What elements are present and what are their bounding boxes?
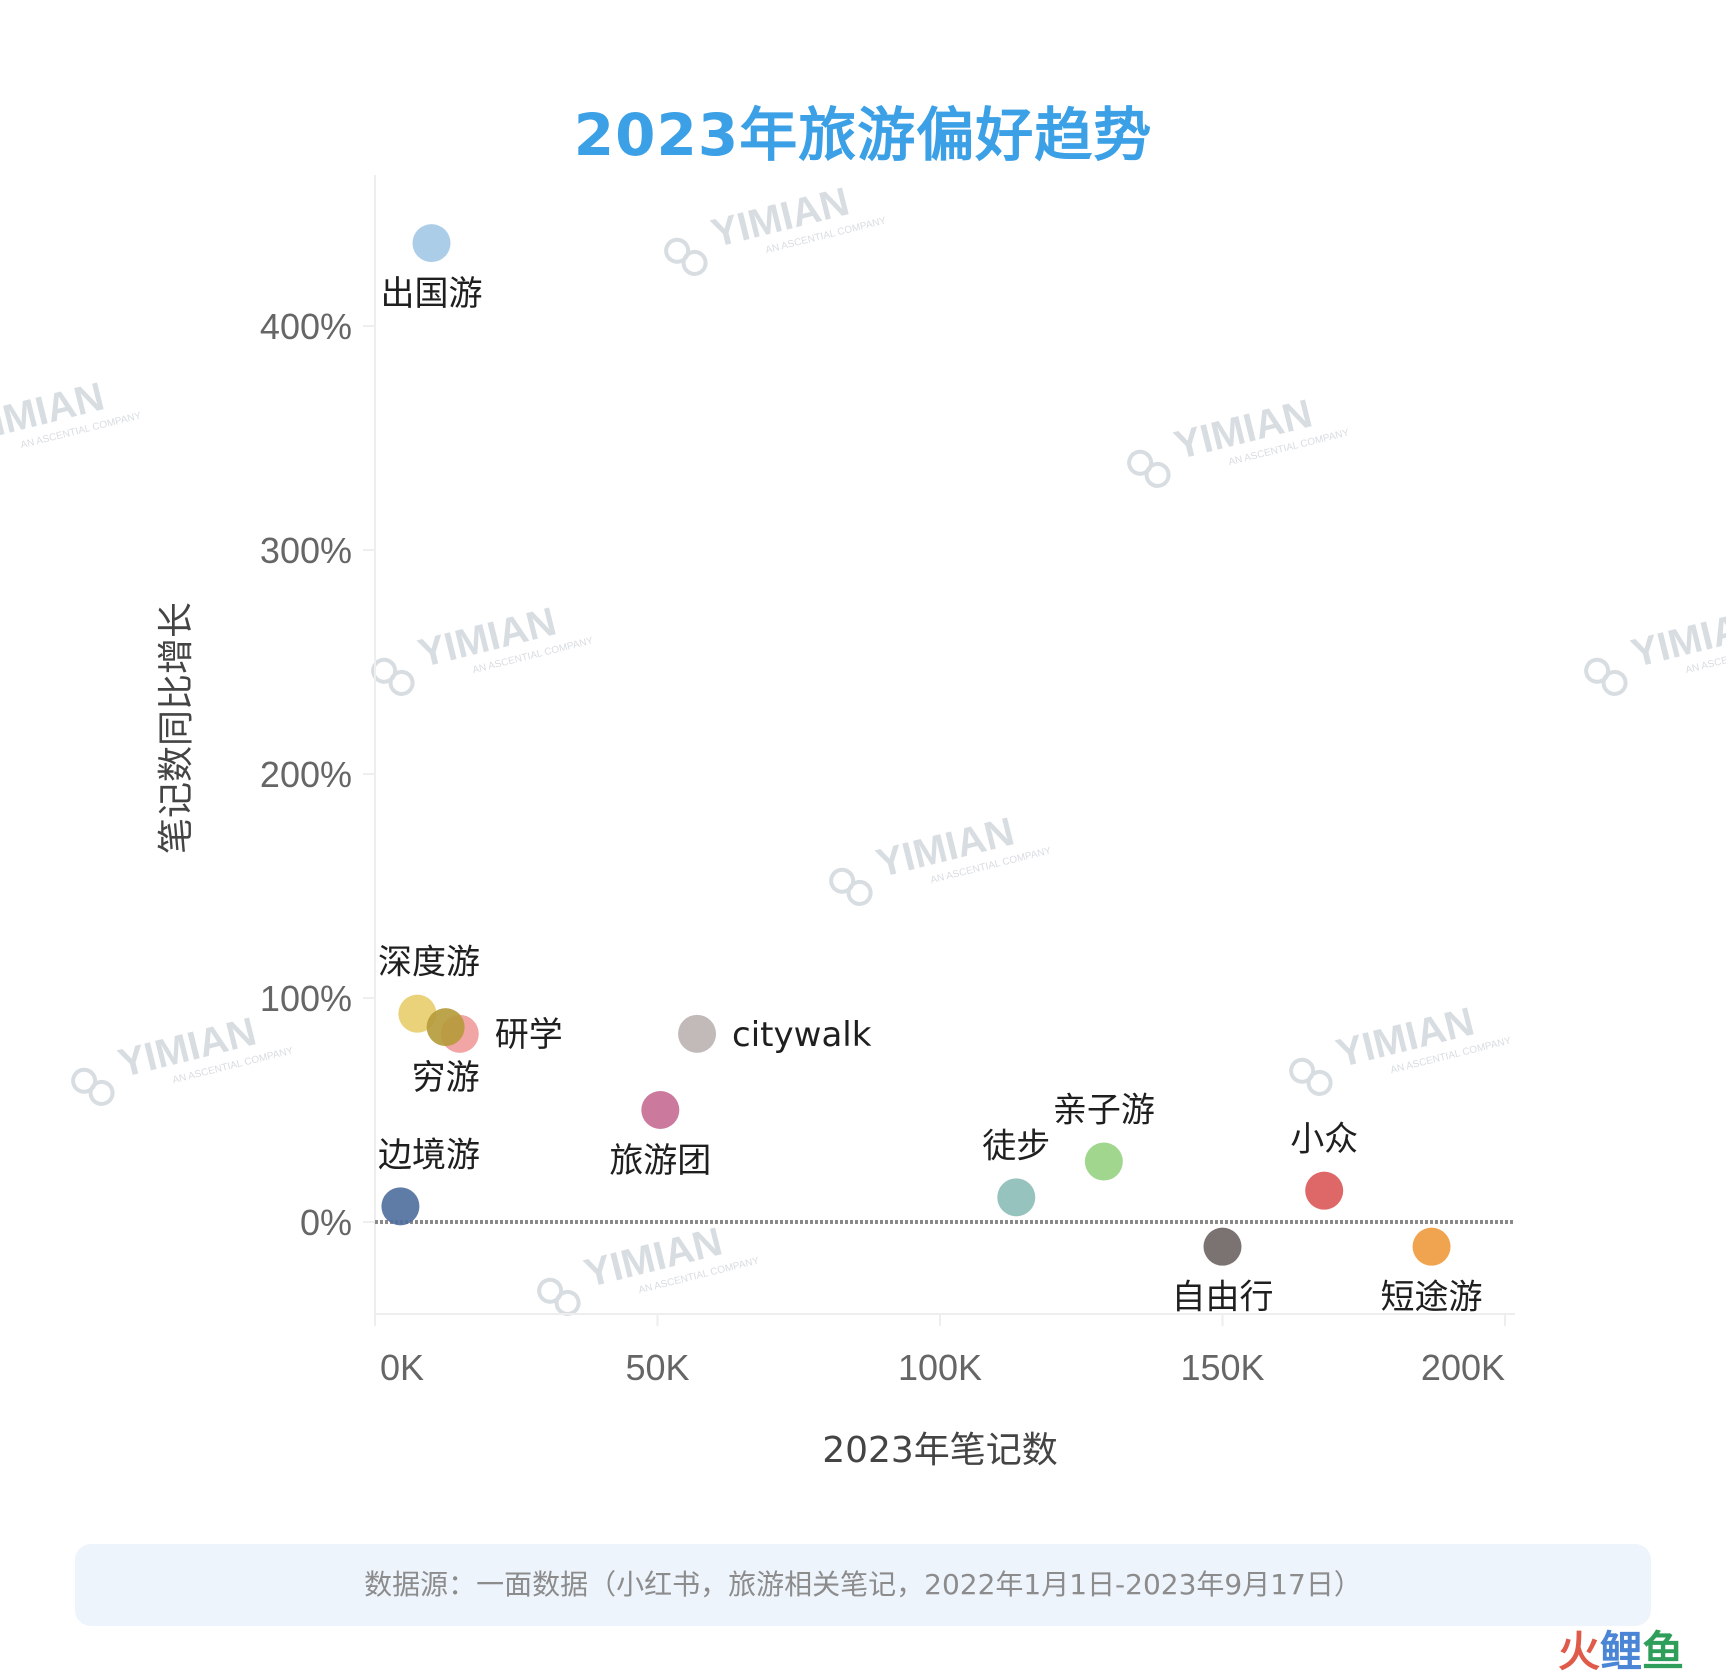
y-axis-title: 笔记数同比增长 — [156, 602, 197, 854]
brand-logo: 火鲤鱼 — [1558, 1618, 1684, 1679]
brand-part-2: 鲤 — [1600, 1627, 1643, 1676]
point-label: 亲子游 — [1053, 1091, 1155, 1131]
source-note: 数据源：一面数据（小红书，旅游相关笔记，2022年1月1日-2023年9月17日… — [75, 1544, 1651, 1626]
point-label: 旅游团 — [609, 1141, 711, 1181]
x-tick-layer: 0K 50K 100K 150K 200K — [374, 1314, 1506, 1388]
y-tick-label: 100% — [260, 978, 352, 1019]
scatter-point — [426, 1008, 465, 1047]
chart-title: 2023年旅游偏好趋势 — [573, 101, 1153, 169]
brand-part-3: 鱼 — [1642, 1627, 1685, 1676]
x-axis-title: 2023年笔记数 — [822, 1430, 1058, 1471]
scatter-point — [412, 224, 451, 263]
x-tick-label: 100K — [898, 1347, 982, 1388]
x-tick-label: 50K — [625, 1347, 689, 1388]
scatter-point — [1412, 1227, 1451, 1266]
y-tick-label: 200% — [260, 754, 352, 795]
scatter-point — [1203, 1227, 1242, 1266]
brand-part-1: 火 — [1558, 1627, 1601, 1676]
point-label: 短途游 — [1381, 1278, 1483, 1318]
scatter-point — [997, 1178, 1036, 1217]
x-tick-label: 150K — [1180, 1347, 1264, 1388]
scatter-point — [398, 994, 437, 1033]
point-layer — [381, 224, 1451, 1266]
scatter-point — [1084, 1142, 1123, 1181]
scatter-point — [641, 1091, 680, 1129]
point-label: 穷游 — [412, 1058, 480, 1098]
y-tick-layer: 0% 100% 200% 300% 400% — [260, 306, 375, 1243]
point-label: 出国游 — [381, 274, 483, 314]
scatter-point — [1305, 1171, 1344, 1210]
point-label: citywalk — [732, 1015, 872, 1055]
y-tick-label: 400% — [260, 306, 352, 347]
scatter-point — [678, 1014, 717, 1053]
source-note-text: 数据源：一面数据（小红书，旅游相关笔记，2022年1月1日-2023年9月17日… — [364, 1568, 1362, 1601]
x-tick-label: 200K — [1421, 1347, 1505, 1388]
scatter-point — [381, 1187, 420, 1226]
point-label: 深度游 — [378, 943, 480, 983]
point-label: 徒步 — [982, 1126, 1050, 1166]
y-tick-label: 300% — [260, 530, 352, 571]
point-label: 研学 — [495, 1015, 563, 1055]
point-label: 边境游 — [378, 1135, 480, 1175]
y-tick-label: 0% — [300, 1202, 352, 1243]
point-label: 小众 — [1290, 1120, 1358, 1160]
x-tick-label: 0K — [380, 1347, 424, 1388]
point-label: 自由行 — [1172, 1278, 1274, 1318]
chart-axes — [374, 175, 1515, 1315]
